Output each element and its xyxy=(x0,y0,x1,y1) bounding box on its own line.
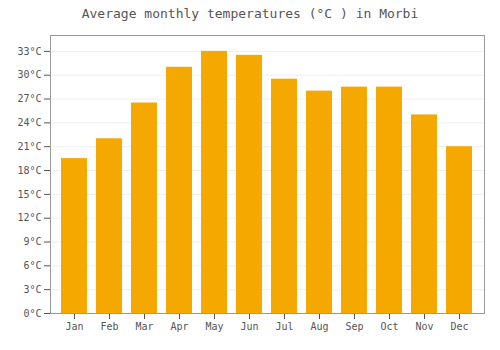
svg-text:33°C: 33°C xyxy=(17,46,41,57)
svg-text:0°C: 0°C xyxy=(23,308,41,319)
svg-text:27°C: 27°C xyxy=(17,93,41,104)
svg-text:Jun: Jun xyxy=(240,321,258,332)
svg-text:24°C: 24°C xyxy=(17,117,41,128)
svg-text:Jul: Jul xyxy=(275,321,293,332)
svg-text:Jan: Jan xyxy=(65,321,83,332)
svg-text:Mar: Mar xyxy=(135,321,153,332)
svg-text:Apr: Apr xyxy=(170,321,188,332)
svg-text:12°C: 12°C xyxy=(17,212,41,223)
svg-text:Sep: Sep xyxy=(345,321,363,332)
svg-text:May: May xyxy=(205,321,223,332)
svg-text:Oct: Oct xyxy=(380,321,398,332)
svg-text:3°C: 3°C xyxy=(23,284,41,295)
svg-text:18°C: 18°C xyxy=(17,165,41,176)
html-text:Average monthly temperatures (: Average monthly temperatures (°C ) in Mo… xyxy=(81,6,419,21)
svg-text:21°C: 21°C xyxy=(17,141,41,152)
svg-text:9°C: 9°C xyxy=(23,236,41,247)
svg-text:6°C: 6°C xyxy=(23,260,41,271)
svg-text:Aug: Aug xyxy=(310,321,328,332)
svg-text:Dec: Dec xyxy=(450,321,468,332)
svg-text:30°C: 30°C xyxy=(17,69,41,80)
svg-text:15°C: 15°C xyxy=(17,189,41,200)
svg-text:Feb: Feb xyxy=(100,321,118,332)
svg-text:Nov: Nov xyxy=(415,321,433,332)
